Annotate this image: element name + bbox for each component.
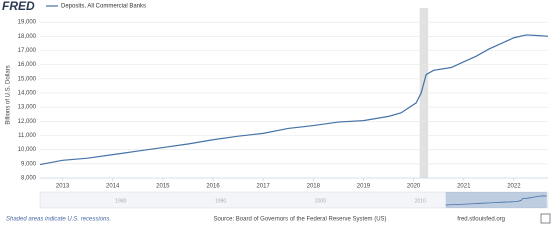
- x-tick-label: 2017: [256, 184, 270, 190]
- y-tick-label: 11,000: [18, 133, 37, 139]
- site-link[interactable]: fred.stlouisfed.org: [457, 217, 505, 223]
- x-tick-label: 2018: [307, 184, 321, 190]
- y-tick-label: 12,000: [18, 119, 37, 125]
- series-line: [39, 34, 549, 166]
- y-axis-label: Billions of U.S. Dollars: [6, 65, 12, 124]
- x-tick-label: 2013: [56, 184, 70, 190]
- y-tick-label: 8,000: [21, 176, 37, 182]
- x-tick-label: 2020: [407, 184, 421, 190]
- navigator[interactable]: [39, 191, 549, 209]
- x-tick-label: 2022: [507, 184, 521, 190]
- fullscreen-icon[interactable]: [540, 213, 551, 224]
- chart: FRED Billions of U.S. Dollars Shaded are…: [2, 0, 551, 224]
- x-tick-label: 2019: [357, 184, 371, 190]
- x-tick-label: 2021: [457, 184, 471, 190]
- navigator-tick-label: 1990: [215, 198, 226, 204]
- x-tick-label: 2016: [206, 184, 220, 190]
- x-tick-label: 2014: [106, 184, 120, 190]
- x-tick-label: 2015: [156, 184, 170, 190]
- navigator-tick-label: 2010: [415, 198, 426, 204]
- navigator-tick-label: 1980: [115, 198, 126, 204]
- y-tick-label: 17,000: [18, 48, 37, 54]
- navigator-tick-label: 2000: [315, 198, 326, 204]
- recession-note: Shaded areas indicate U.S. recessions.: [6, 217, 111, 223]
- logo: FRED: [2, 0, 35, 13]
- y-tick-label: 16,000: [18, 62, 37, 68]
- source: Source: Board of Governors of the Federa…: [213, 217, 386, 223]
- y-tick-label: 19,000: [18, 20, 37, 26]
- y-tick-label: 13,000: [18, 105, 37, 111]
- navigator-selection[interactable]: [445, 192, 547, 208]
- y-tick-label: 15,000: [18, 76, 37, 82]
- y-tick-label: 9,000: [21, 161, 37, 167]
- legend-label: Deposits, All Commercial Banks: [61, 4, 146, 10]
- y-tick-label: 18,000: [18, 34, 37, 40]
- y-tick-label: 10,000: [18, 147, 37, 153]
- y-tick-label: 14,000: [18, 91, 37, 97]
- navigator-line: [445, 195, 547, 206]
